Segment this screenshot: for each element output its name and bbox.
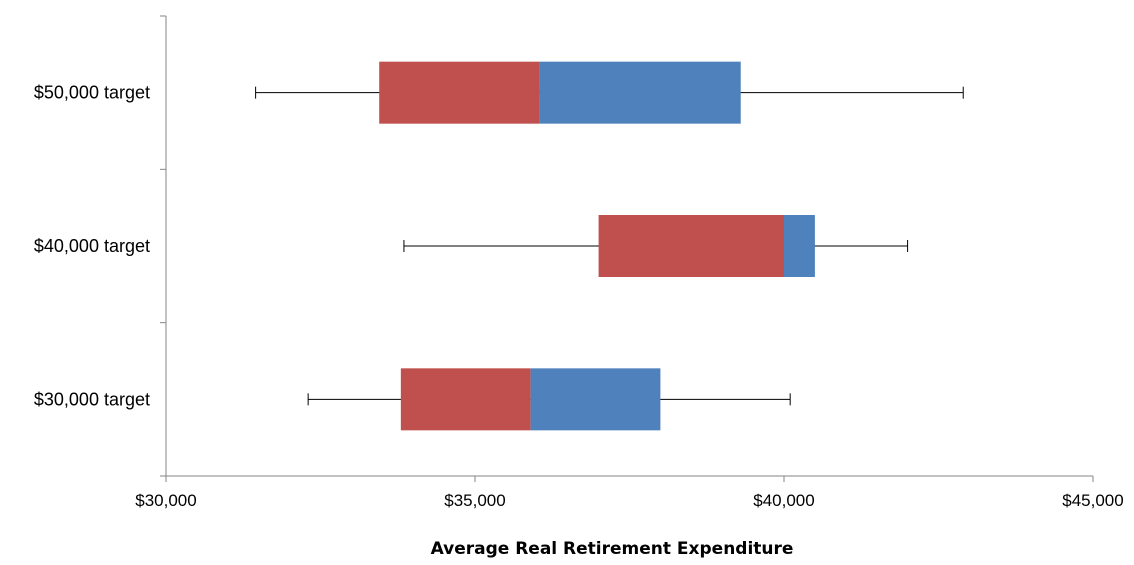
x-tick-label: $45,000 (1062, 491, 1123, 510)
x-tick-label: $35,000 (444, 491, 505, 510)
box-upper-segment (539, 61, 741, 124)
category-label: $30,000 target (34, 389, 150, 409)
category-label: $40,000 target (34, 236, 150, 256)
x-tick-label: $40,000 (753, 491, 814, 510)
category-label: $50,000 target (34, 83, 150, 103)
x-axis-title: Average Real Retirement Expenditure (431, 539, 794, 559)
box-lower-segment (400, 368, 531, 431)
box-lower-segment (598, 215, 784, 277)
x-tick-label: $30,000 (135, 491, 196, 510)
box-lower-segment (379, 61, 540, 124)
box-upper-segment (784, 215, 815, 277)
plot-area: $30,000 $35,000 $40,000 $45,000 $50,000 targ… (34, 15, 1124, 510)
box-upper-segment (530, 368, 661, 431)
